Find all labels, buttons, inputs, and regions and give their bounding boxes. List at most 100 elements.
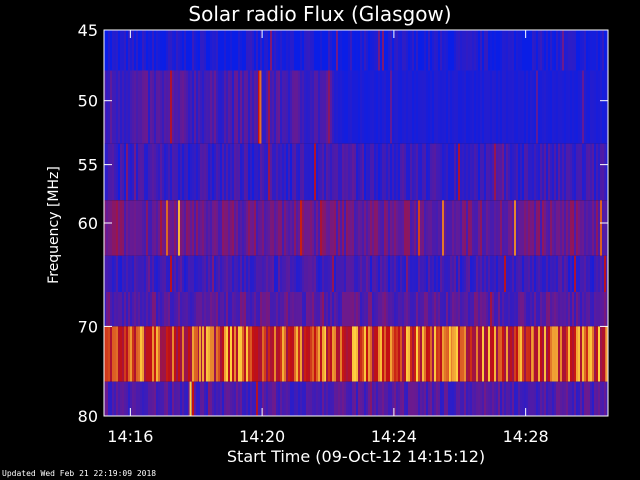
heatmap-cell [336,292,338,327]
heatmap-cell [514,381,516,416]
heatmap-cell [132,70,134,144]
heatmap-cell [198,70,200,144]
heatmap-cell [596,381,598,416]
heatmap-cell [292,30,294,71]
heatmap-cell [532,200,534,256]
heatmap-cell [118,70,120,144]
heatmap-cell [262,200,264,256]
heatmap-cell [234,255,236,292]
heatmap-cell [240,255,242,292]
heatmap-cell [354,255,356,292]
heatmap-cell [216,326,218,382]
heatmap-cell [324,292,326,327]
heatmap-cell [482,200,484,256]
heatmap-cell [120,200,122,256]
heatmap-cell [434,200,436,256]
frequency-band [104,381,608,416]
heatmap-cell [216,200,218,256]
heatmap-cell [368,326,370,382]
heatmap-cell [334,255,336,292]
heatmap-cell [260,255,262,292]
heatmap-cell [244,326,246,382]
heatmap-cell [196,200,198,256]
heatmap-cell [294,143,296,201]
heatmap-cell [318,381,320,416]
heatmap-cell [352,326,354,382]
heatmap-cell [370,70,372,144]
heatmap-cell [140,70,142,144]
heatmap-cell [120,143,122,201]
heatmap-cell [426,255,428,292]
heatmap-cell [560,143,562,201]
heatmap-cell [106,381,108,416]
heatmap-cell [368,70,370,144]
heatmap-cell [142,70,144,144]
heatmap-cell [138,30,140,71]
heatmap-cell [172,255,174,292]
heatmap-cell [204,70,206,144]
heatmap-cell [110,326,112,382]
heatmap-cell [302,200,304,256]
heatmap-cell [336,200,338,256]
heatmap-cell [164,30,166,71]
heatmap-cell [168,30,170,71]
heatmap-cell [360,70,362,144]
heatmap-cell [112,30,114,71]
heatmap-cell [498,200,500,256]
heatmap-cell [374,200,376,256]
heatmap-cell [110,200,112,256]
heatmap-cell [316,143,318,201]
heatmap-cell [576,143,578,201]
heatmap-cell [302,292,304,327]
heatmap-cell [350,255,352,292]
heatmap-cell [240,143,242,201]
heatmap-cell [568,70,570,144]
heatmap-cell [200,70,202,144]
heatmap-cell [452,326,454,382]
heatmap-cell [446,143,448,201]
heatmap-cell [532,255,534,292]
heatmap-cell [448,292,450,327]
heatmap-cell [338,326,340,382]
heatmap-cell [406,30,408,71]
heatmap-cell [500,255,502,292]
heatmap-cell [190,143,192,201]
heatmap-cell [484,143,486,201]
heatmap-cell [570,292,572,327]
heatmap-cell [292,200,294,256]
heatmap-cell [566,70,568,144]
heatmap-cell [606,143,608,201]
heatmap-cell [192,381,194,416]
heatmap-cell [492,292,494,327]
heatmap-cell [264,70,266,144]
heatmap-cell [448,255,450,292]
heatmap-cell [520,70,522,144]
chart-title: Solar radio Flux (Glasgow) [188,2,452,26]
heatmap-cell [314,143,316,201]
heatmap-cell [468,30,470,71]
heatmap-cell [604,143,606,201]
heatmap-cell [316,292,318,327]
heatmap-cell [532,292,534,327]
heatmap-cell [252,200,254,256]
heatmap-cell [344,143,346,201]
heatmap-cell [384,30,386,71]
heatmap-cell [548,200,550,256]
heatmap-cell [434,255,436,292]
heatmap-cell [562,143,564,201]
frequency-band [104,292,608,327]
heatmap-cell [234,30,236,71]
heatmap-cell [120,30,122,71]
heatmap-cell [146,381,148,416]
heatmap-cell [574,381,576,416]
heatmap-cell [522,200,524,256]
heatmap-cell [376,70,378,144]
heatmap-cell [130,200,132,256]
heatmap-cell [326,292,328,327]
heatmap-cell [296,30,298,71]
heatmap-cell [532,381,534,416]
heatmap-cell [390,381,392,416]
heatmap-cell [116,70,118,144]
heatmap-cell [294,200,296,256]
heatmap-cell [266,255,268,292]
